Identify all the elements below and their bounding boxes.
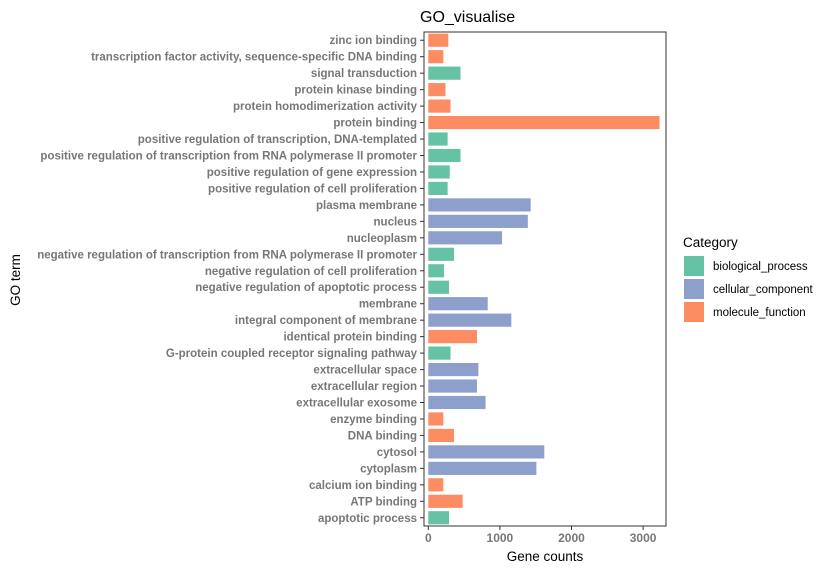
bar bbox=[428, 33, 449, 47]
chart-title: GO_visualise bbox=[420, 9, 515, 26]
y-tick-label: calcium ion binding bbox=[309, 480, 417, 492]
y-tick-label: cytoplasm bbox=[360, 463, 417, 475]
x-tick-label: 0 bbox=[425, 531, 432, 545]
y-tick-label: extracellular region bbox=[311, 381, 417, 393]
x-tick-label: 3000 bbox=[630, 531, 657, 545]
y-tick-label: positive regulation of cell proliferatio… bbox=[208, 183, 417, 195]
bar bbox=[428, 445, 545, 459]
y-tick-label: positive regulation of gene expression bbox=[207, 167, 417, 179]
y-tick-label: zinc ion binding bbox=[329, 35, 417, 47]
y-tick-label: positive regulation of transcription fro… bbox=[40, 151, 417, 163]
bar bbox=[428, 231, 503, 245]
y-tick-label: positive regulation of transcription, DN… bbox=[138, 134, 417, 146]
y-axis-title: GO term bbox=[8, 254, 23, 306]
bar bbox=[428, 214, 528, 228]
bar bbox=[428, 297, 488, 311]
bar bbox=[428, 313, 512, 327]
bar bbox=[428, 99, 451, 113]
y-tick-label: protein binding bbox=[333, 118, 417, 130]
y-tick-label: nucleus bbox=[374, 216, 417, 228]
bar bbox=[428, 247, 455, 261]
legend-label: cellular_component bbox=[713, 284, 814, 296]
y-tick-label: protein homodimerization activity bbox=[233, 101, 418, 113]
bar bbox=[428, 132, 448, 146]
legend-key bbox=[684, 279, 704, 299]
bar bbox=[428, 412, 444, 426]
bar bbox=[428, 165, 450, 179]
bar bbox=[428, 494, 463, 508]
bar bbox=[428, 198, 531, 212]
plot-area: zinc ion binding transcription factor act… bbox=[37, 31, 667, 545]
y-tick-label: integral component of membrane bbox=[235, 315, 417, 327]
bar bbox=[428, 181, 448, 196]
y-tick-label: enzyme binding bbox=[330, 414, 417, 426]
y-tick-label: negative regulation of transcription fro… bbox=[37, 249, 417, 261]
y-tick-label: DNA binding bbox=[348, 430, 417, 442]
plot-frame bbox=[423, 31, 667, 527]
y-tick-label: plasma membrane bbox=[316, 200, 417, 212]
y-tick-label: nucleoplasm bbox=[347, 233, 417, 245]
y-tick-label: negative regulation of cell proliferatio… bbox=[205, 266, 417, 278]
legend: Category biological_process cellular_comp… bbox=[683, 235, 814, 322]
bar bbox=[428, 83, 446, 97]
y-tick-label: signal transduction bbox=[311, 68, 417, 80]
y-tick-label: protein kinase binding bbox=[294, 85, 417, 97]
bar bbox=[428, 148, 461, 163]
bar bbox=[428, 478, 444, 492]
y-tick-label: cytosol bbox=[377, 447, 417, 459]
y-tick-label: negative regulation of apoptotic process bbox=[195, 282, 417, 294]
legend-title: Category bbox=[683, 235, 738, 250]
legend-key bbox=[684, 256, 704, 276]
y-tick-label: apoptotic process bbox=[318, 513, 417, 525]
y-tick-label: extracellular exosome bbox=[296, 398, 417, 410]
bar bbox=[428, 264, 445, 278]
x-tick-label: 1000 bbox=[487, 531, 514, 545]
y-tick-label: transcription factor activity, sequence-… bbox=[91, 52, 417, 64]
bar bbox=[428, 362, 479, 377]
y-tick-label: ATP binding bbox=[350, 496, 417, 508]
y-tick-label: extracellular space bbox=[313, 365, 417, 377]
bar bbox=[428, 511, 450, 525]
bar bbox=[428, 379, 477, 393]
y-tick-label: G-protein coupled receptor signaling pat… bbox=[166, 348, 418, 360]
x-axis-title: Gene counts bbox=[507, 549, 584, 564]
bar bbox=[428, 330, 477, 344]
bar bbox=[428, 50, 444, 64]
bar bbox=[428, 280, 450, 294]
bar bbox=[428, 66, 461, 80]
legend-key bbox=[684, 302, 704, 322]
y-tick-label: membrane bbox=[359, 299, 417, 311]
bar bbox=[428, 115, 660, 130]
legend-label: molecule_function bbox=[713, 307, 806, 319]
y-tick-label: identical protein binding bbox=[283, 332, 417, 344]
bar bbox=[428, 395, 486, 410]
x-tick-label: 2000 bbox=[558, 531, 585, 545]
legend-label: biological_process bbox=[713, 261, 808, 273]
bar bbox=[428, 461, 537, 475]
bar bbox=[428, 346, 451, 360]
bar bbox=[428, 428, 455, 443]
